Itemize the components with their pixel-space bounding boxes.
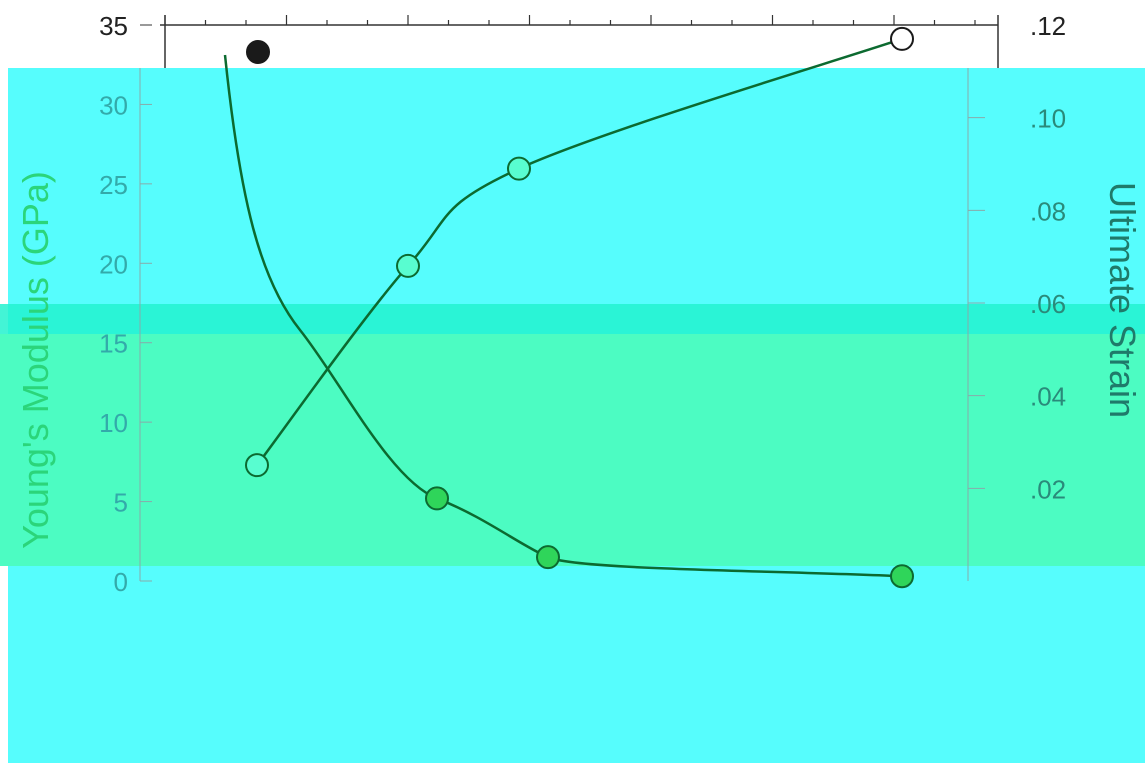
- series-2-point: [396, 253, 420, 278]
- series-2-point: [245, 453, 269, 478]
- series-1-point: [246, 40, 270, 65]
- right-tick-label: .04: [1030, 382, 1066, 412]
- series-2-point: [890, 26, 914, 51]
- labels-layer: Young's Modulus (GPa) Ultimate Strain: [15, 171, 1143, 549]
- series-line-1: [223, 54, 903, 578]
- left-tick-label: 0: [114, 567, 128, 597]
- left-tick-label: 35: [99, 11, 128, 41]
- green-overlay-band: [0, 334, 1145, 566]
- right-tick-label: .08: [1030, 196, 1066, 226]
- light-overlay-band: [8, 566, 1145, 594]
- series-2-point: [507, 156, 531, 181]
- series-line-2: [256, 37, 903, 466]
- right-tick-label: .02: [1030, 474, 1066, 504]
- left-tick-label: 25: [99, 170, 128, 200]
- right-tick-label: .12: [1030, 11, 1066, 41]
- series-1-point: [890, 564, 914, 589]
- right-tick-label: .06: [1030, 289, 1066, 319]
- right-axis-title: Ultimate Strain: [1102, 182, 1143, 418]
- series-layer: [223, 26, 914, 589]
- axes: 0 5 10 15 20 25 30 35 .02 .04 .06 .08 .10 .12: [99, 11, 1066, 597]
- series-1-point: [536, 545, 560, 570]
- left-axis-title: Young's Modulus (GPa): [15, 171, 56, 549]
- glitch-row-1: [270, 568, 950, 598]
- left-tick-label: 10: [99, 408, 128, 438]
- left-tick-label: 30: [99, 90, 128, 120]
- series-1-point: [425, 486, 449, 511]
- left-tick-label: 15: [99, 329, 128, 359]
- teal-overlay-band: [0, 304, 1145, 334]
- left-tick-label: 5: [114, 488, 128, 518]
- left-tick-label: 20: [99, 249, 128, 279]
- right-tick-label: .10: [1030, 104, 1066, 134]
